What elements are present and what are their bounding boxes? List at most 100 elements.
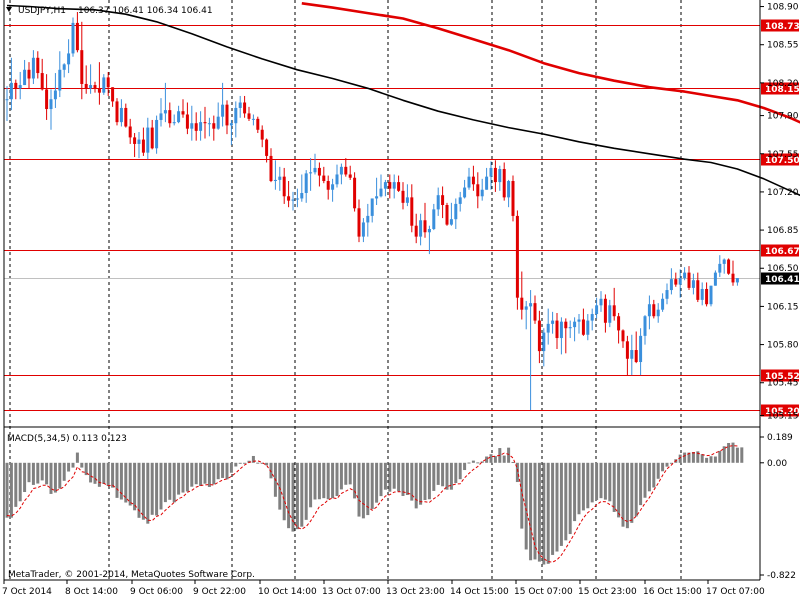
candle-body [489, 167, 493, 177]
macd-bar [119, 462, 123, 500]
candle-body [454, 203, 458, 220]
price-level-tag [761, 19, 799, 32]
macd-bar [471, 460, 475, 463]
macd-bar [155, 462, 159, 516]
macd-tick-label: 0.189 [767, 433, 793, 443]
macd-bar [150, 462, 154, 515]
macd-bar [573, 462, 577, 522]
macd-bar [599, 462, 603, 499]
candle-body [163, 110, 167, 114]
candle-body [405, 197, 409, 203]
time-tick-label: 13 Oct 23:00 [386, 587, 445, 597]
macd-bar [357, 462, 361, 517]
macd-bar [370, 462, 374, 509]
macd-bar [687, 452, 691, 463]
candle-body [75, 22, 79, 51]
candle-body [366, 215, 370, 223]
macd-bar [595, 462, 599, 501]
candle-body [493, 167, 497, 183]
current-price-label: 106.41 [765, 275, 800, 285]
macd-bar [185, 462, 189, 492]
macd-bar [243, 462, 247, 464]
macd-bar [590, 462, 594, 503]
candle-body [181, 111, 185, 115]
candle-body [353, 177, 357, 209]
candle-body [124, 107, 128, 127]
candle-body [669, 279, 673, 291]
price-tick-label: 108.90 [767, 3, 799, 13]
macd-bar [234, 462, 238, 467]
macd-bar [709, 456, 713, 463]
macd-bar [348, 462, 352, 485]
macd-bar [533, 462, 537, 560]
macd-bar [379, 462, 383, 497]
triangle-down-icon[interactable] [6, 7, 12, 12]
candle-body [392, 182, 396, 189]
macd-bar [172, 462, 176, 503]
macd-bar [80, 462, 84, 468]
candle-body [67, 53, 71, 65]
macd-bar [309, 462, 313, 508]
macd-bar [40, 462, 44, 481]
candle-body [388, 182, 392, 189]
macd-bar [278, 462, 282, 510]
macd-bar [199, 462, 203, 487]
candle-body [199, 122, 203, 131]
macd-bar [612, 462, 616, 512]
macd-bar [705, 457, 709, 463]
candle-body [436, 195, 440, 210]
macd-bar [14, 462, 18, 507]
time-tick-label: 15 Oct 23:00 [578, 587, 637, 597]
macd-bar [511, 461, 515, 463]
candle-body [278, 176, 282, 180]
candle-body [155, 119, 159, 149]
macd-bar [485, 456, 489, 463]
macd-bar [454, 462, 458, 483]
candle-body [546, 323, 550, 333]
macd-bar [445, 462, 449, 490]
macd-bar [115, 462, 119, 498]
macd-bar [467, 462, 471, 464]
macd-bar [124, 462, 128, 503]
macd-bar [97, 462, 101, 487]
candle-body [89, 85, 93, 89]
macd-bar [634, 462, 638, 517]
candle-body [687, 272, 691, 288]
candle-body [291, 199, 295, 201]
time-axis: 7 Oct 2014 8 Oct 14:00 9 Oct 06:00 9 Oct 22… [2, 580, 765, 597]
macd-bar [656, 462, 660, 479]
candle-body [31, 57, 35, 79]
time-tick-label: 14 Oct 15:00 [450, 587, 509, 597]
candle-body [247, 113, 251, 119]
macd-bar [555, 462, 559, 552]
macd-bar [722, 446, 726, 463]
macd-bar [102, 462, 106, 484]
candle-body [190, 123, 194, 129]
macd-bar [661, 462, 665, 472]
candle-body [348, 174, 352, 178]
candle-body [647, 304, 651, 317]
macd-bar [647, 462, 651, 492]
candle-body [520, 297, 524, 310]
candle-body [458, 197, 462, 204]
macd-tick-label: -0.822 [767, 571, 796, 581]
candle-body [441, 195, 445, 206]
macd-bar [581, 462, 585, 511]
macd-bar [397, 462, 401, 492]
candle-body [463, 187, 467, 198]
candle-body [361, 222, 365, 237]
candle-body [282, 176, 286, 197]
macd-bar [67, 462, 71, 472]
macd-bar [551, 462, 555, 555]
candle-body [691, 280, 695, 288]
macd-bar [111, 462, 115, 488]
macd-bar [256, 462, 260, 464]
candle-body [555, 320, 559, 339]
candle-body [207, 123, 211, 125]
macd-bar [375, 462, 379, 503]
price-tick-label: 106.15 [767, 302, 799, 312]
candle-body [36, 57, 40, 74]
time-tick-label: 13 Oct 07:00 [322, 587, 381, 597]
candles [5, 11, 739, 411]
macd-bar [625, 462, 629, 529]
